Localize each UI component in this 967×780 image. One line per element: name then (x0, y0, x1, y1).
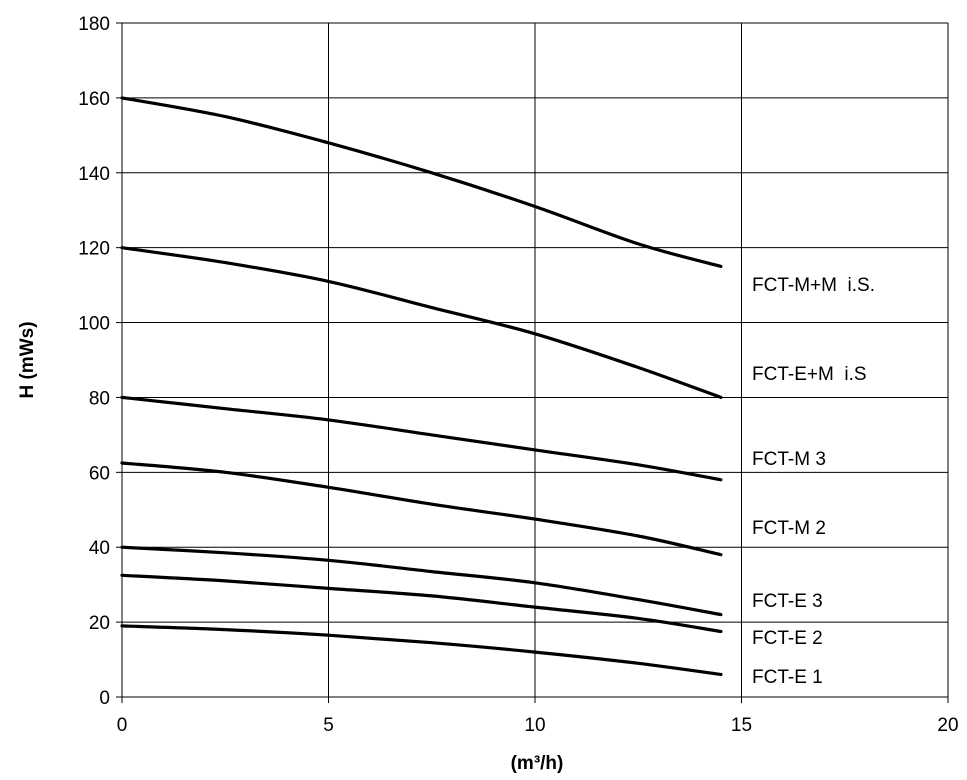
series-label: FCT-M 2 (752, 518, 826, 539)
y-axis-title: H (mWs) (17, 321, 38, 398)
y-tick-label: 180 (78, 14, 110, 35)
series-label-layer: FCT-M+M i.S. FCT-E+M i.S FCT-M 3 FCT-M 2 FCT… (752, 275, 875, 688)
series-label: FCT-E 1 (752, 667, 823, 688)
series-line-2 (120, 246, 723, 399)
series-line-1 (120, 96, 723, 268)
series-label: FCT-E+M i.S (752, 364, 867, 385)
y-tick-label: 20 (89, 613, 110, 634)
x-axis-title: (m³/h) (511, 753, 564, 774)
y-tick-label: 100 (78, 314, 110, 335)
series-line-7 (120, 624, 723, 677)
y-tick-label: 120 (78, 239, 110, 260)
tick-label-layer: 0 20 40 60 80 100 120 140 160 180 0 5 10 15 20 (78, 14, 958, 736)
x-tick-label: 15 (731, 715, 752, 736)
y-tick-label: 40 (89, 538, 110, 559)
series-layer (120, 96, 723, 677)
y-tick-label: 140 (78, 164, 110, 185)
series-label: FCT-E 3 (752, 591, 823, 612)
series-line-3 (120, 395, 723, 482)
x-tick-label: 10 (524, 715, 545, 736)
series-label: FCT-M+M i.S. (752, 275, 875, 296)
x-tick-label: 0 (117, 715, 128, 736)
grid-layer (116, 22, 949, 703)
x-tick-label: 20 (937, 715, 958, 736)
series-line-5 (120, 545, 723, 617)
x-tick-label: 5 (323, 715, 334, 736)
series-line-6 (120, 573, 723, 634)
y-tick-label: 160 (78, 89, 110, 110)
y-tick-label: 80 (89, 388, 110, 409)
series-label: FCT-E 2 (752, 628, 823, 649)
series-label: FCT-M 3 (752, 449, 826, 470)
y-tick-label: 60 (89, 463, 110, 484)
y-tick-label: 0 (99, 688, 110, 709)
series-line-4 (120, 461, 723, 557)
